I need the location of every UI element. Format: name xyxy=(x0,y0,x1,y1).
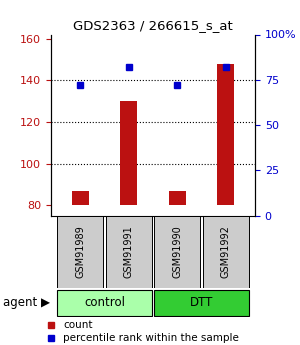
Bar xyxy=(57,216,103,288)
Bar xyxy=(57,289,152,316)
Text: control: control xyxy=(84,296,125,309)
Text: GSM91989: GSM91989 xyxy=(75,226,85,278)
Bar xyxy=(106,216,152,288)
Text: GSM91990: GSM91990 xyxy=(172,226,182,278)
Bar xyxy=(120,101,137,205)
Bar xyxy=(154,289,249,316)
Text: count: count xyxy=(63,320,92,330)
Text: percentile rank within the sample: percentile rank within the sample xyxy=(63,333,239,343)
Bar xyxy=(154,216,200,288)
Bar xyxy=(72,191,88,205)
Title: GDS2363 / 266615_s_at: GDS2363 / 266615_s_at xyxy=(73,19,233,32)
Text: GSM91991: GSM91991 xyxy=(124,226,134,278)
Bar xyxy=(169,191,186,205)
Bar xyxy=(218,63,234,205)
Text: DTT: DTT xyxy=(190,296,213,309)
Text: agent ▶: agent ▶ xyxy=(3,296,50,309)
Bar xyxy=(203,216,249,288)
Text: GSM91992: GSM91992 xyxy=(221,225,231,278)
